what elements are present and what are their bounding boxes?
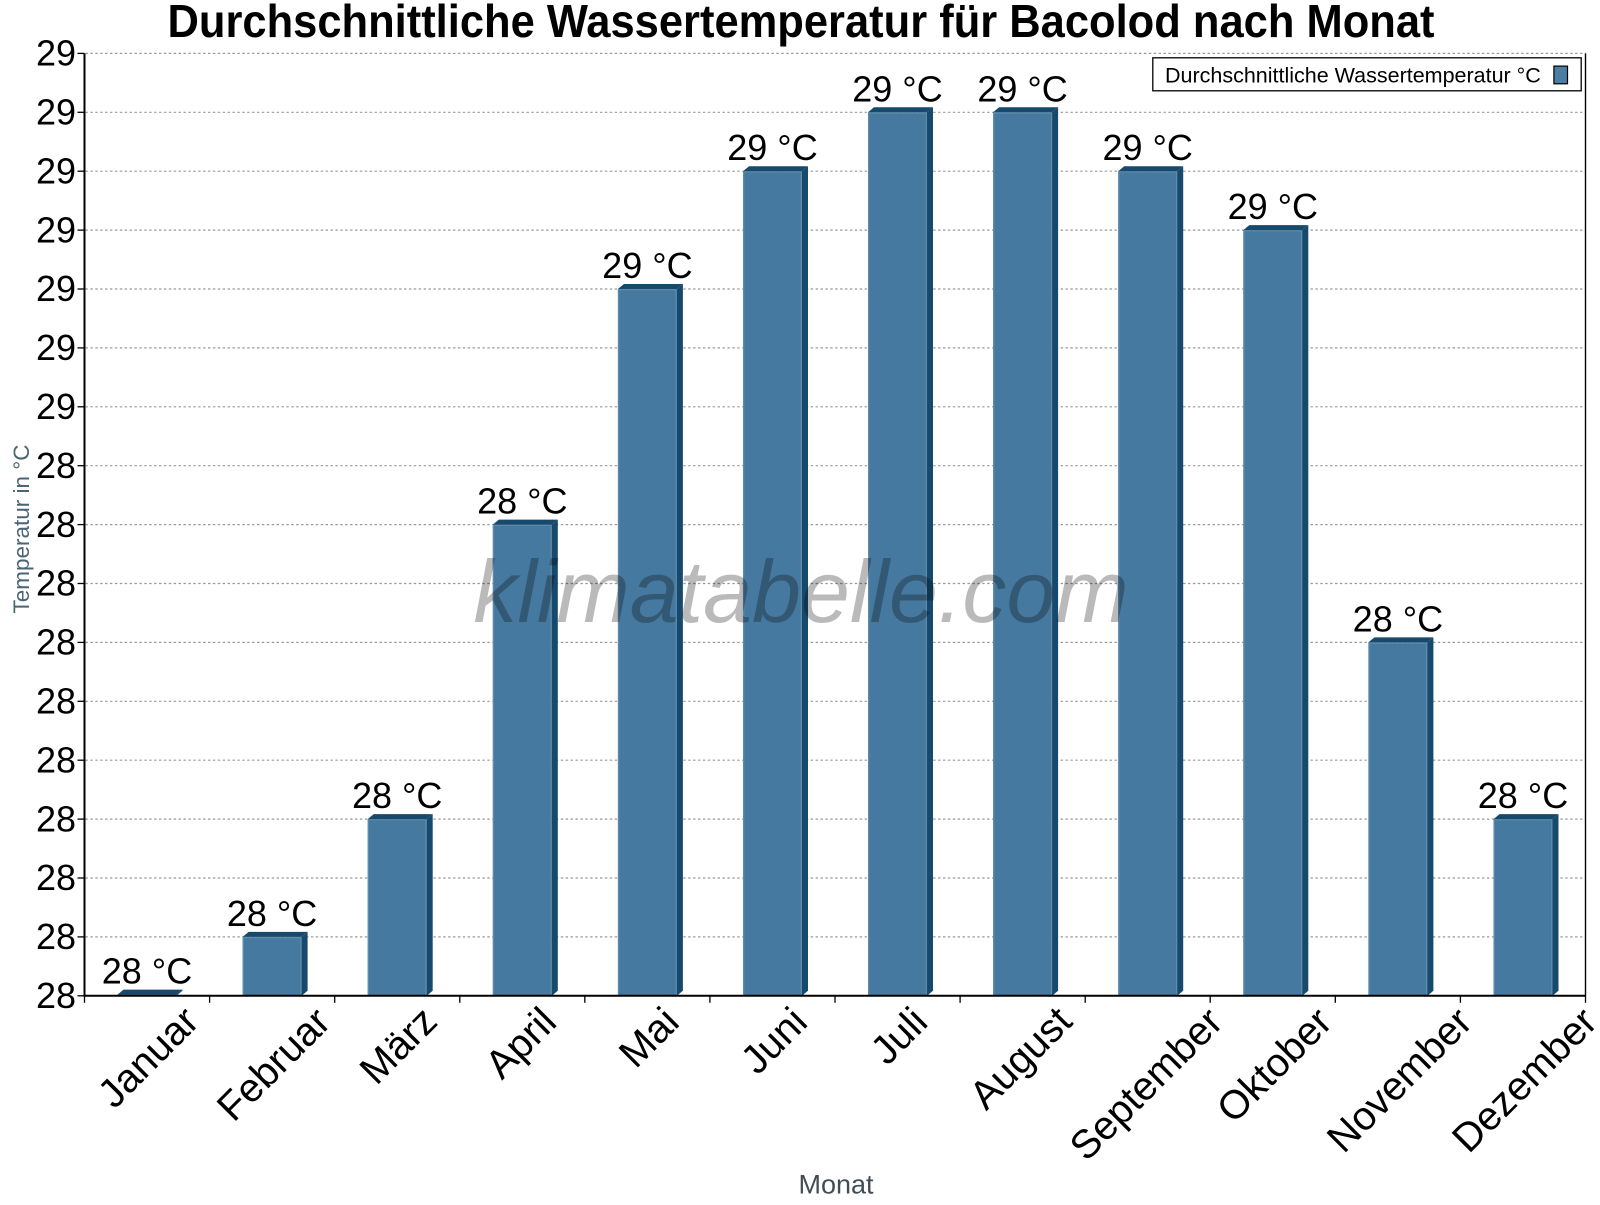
svg-text:29 °C: 29 °C: [977, 68, 1067, 109]
svg-text:28: 28: [36, 798, 76, 839]
svg-text:28: 28: [36, 445, 76, 486]
svg-text:28 °C: 28 °C: [102, 951, 192, 992]
svg-text:28 °C: 28 °C: [1353, 598, 1443, 639]
svg-text:Durchschnittliche Wassertemper: Durchschnittliche Wassertemperatur °C: [1165, 64, 1541, 88]
svg-text:Durchschnittliche Wassertemper: Durchschnittliche Wassertemperatur für B…: [168, 0, 1435, 47]
svg-text:29: 29: [36, 386, 76, 427]
svg-text:28: 28: [36, 681, 76, 722]
svg-text:29: 29: [36, 209, 76, 250]
svg-text:28 °C: 28 °C: [352, 775, 442, 816]
svg-text:28 °C: 28 °C: [477, 481, 567, 522]
svg-text:29: 29: [36, 268, 76, 309]
svg-text:29: 29: [36, 33, 76, 74]
svg-text:29: 29: [36, 92, 76, 133]
svg-text:klimatabelle.com: klimatabelle.com: [473, 542, 1128, 641]
svg-text:28: 28: [36, 739, 76, 780]
svg-text:29 °C: 29 °C: [852, 68, 942, 109]
svg-text:28 °C: 28 °C: [1478, 775, 1568, 816]
svg-text:28: 28: [36, 622, 76, 663]
svg-text:29 °C: 29 °C: [727, 127, 817, 168]
svg-text:Monat: Monat: [798, 1170, 874, 1200]
svg-text:29 °C: 29 °C: [1102, 127, 1192, 168]
svg-text:29 °C: 29 °C: [1228, 186, 1318, 227]
svg-text:Temperatur in °C: Temperatur in °C: [9, 444, 34, 613]
svg-text:28: 28: [36, 916, 76, 957]
svg-text:28 °C: 28 °C: [227, 893, 317, 934]
svg-text:29: 29: [36, 150, 76, 191]
svg-text:28: 28: [36, 857, 76, 898]
svg-text:28: 28: [36, 563, 76, 604]
svg-text:29 °C: 29 °C: [602, 245, 692, 286]
svg-text:29: 29: [36, 327, 76, 368]
svg-text:28: 28: [36, 504, 76, 545]
svg-text:28: 28: [36, 975, 76, 1016]
